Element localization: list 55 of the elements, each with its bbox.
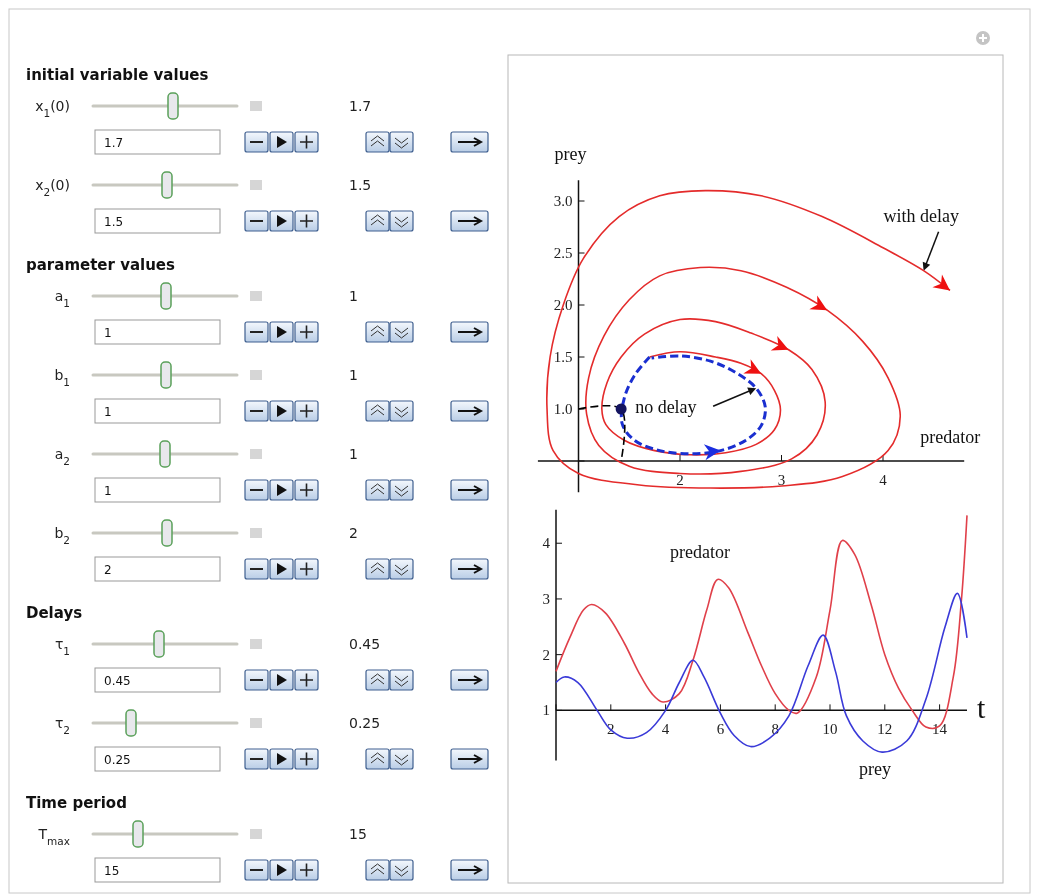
text: Delays bbox=[26, 604, 83, 622]
x-tick-label: 4 bbox=[661, 721, 670, 738]
text: 1 bbox=[104, 326, 112, 340]
text: 15 bbox=[349, 826, 367, 842]
x-axis-title: predator bbox=[920, 427, 981, 447]
y-tick-label: 1 bbox=[542, 702, 550, 719]
category-label: a$_{2}$ bbox=[54, 446, 70, 467]
text: 15 bbox=[104, 864, 120, 878]
text: parameter values bbox=[26, 256, 175, 274]
series-label: prey bbox=[859, 759, 891, 779]
text: 1 bbox=[349, 367, 358, 383]
text: 1.5 bbox=[104, 215, 124, 229]
y-axis-title: prey bbox=[554, 144, 587, 165]
text: 0.25 bbox=[104, 753, 131, 767]
annotation: no delay bbox=[635, 397, 697, 418]
text: 2 bbox=[104, 563, 112, 577]
y-tick-label: 2 bbox=[542, 646, 550, 663]
text: 0.45 bbox=[349, 636, 381, 652]
y-tick-label: 4 bbox=[542, 535, 551, 552]
x-tick-label: 14 bbox=[932, 721, 948, 738]
category-label: b$_{1}$ bbox=[54, 367, 70, 388]
y-tick-label: 1.0 bbox=[553, 401, 573, 417]
text: 0.25 bbox=[349, 715, 381, 731]
x-axis-title: t bbox=[977, 691, 986, 725]
text: 1.7 bbox=[349, 98, 372, 114]
x-tick-label: 3 bbox=[777, 472, 786, 488]
x-tick-label: 12 bbox=[877, 721, 893, 738]
text: 1 bbox=[104, 484, 112, 498]
text: 0.45 bbox=[104, 674, 131, 688]
line-series bbox=[555, 592, 968, 753]
annotation: with delay bbox=[883, 205, 960, 226]
text: 1.7 bbox=[104, 136, 124, 150]
category-label: a$_{1}$ bbox=[54, 288, 70, 309]
category-label: b$_{2}$ bbox=[54, 525, 70, 546]
category-label: x$_{2}$(0) bbox=[35, 177, 70, 198]
series-label: predator bbox=[670, 542, 730, 562]
category-label: τ$_{1}$ bbox=[54, 636, 70, 657]
y-tick-label: 3.0 bbox=[553, 193, 573, 209]
y-tick-label: 1.5 bbox=[553, 349, 573, 365]
text: 2 bbox=[349, 525, 358, 541]
x-tick-label: 10 bbox=[822, 721, 838, 738]
text: 1 bbox=[104, 405, 112, 419]
category-label: τ$_{2}$ bbox=[54, 715, 70, 736]
x-tick-label: 6 bbox=[716, 721, 725, 738]
x-tick-label: 4 bbox=[879, 472, 888, 488]
text: initial variable values bbox=[26, 66, 209, 84]
y-tick-label: 2.5 bbox=[553, 245, 573, 261]
text: 1 bbox=[349, 288, 358, 304]
text: Time period bbox=[26, 794, 127, 812]
category-label: T$_{max}$ bbox=[37, 826, 70, 847]
text: 1 bbox=[349, 446, 358, 462]
category-label: x$_{1}$(0) bbox=[35, 98, 70, 119]
y-tick-label: 3 bbox=[542, 590, 550, 607]
text: 1.5 bbox=[349, 177, 372, 193]
x-tick-label: 2 bbox=[676, 472, 684, 488]
